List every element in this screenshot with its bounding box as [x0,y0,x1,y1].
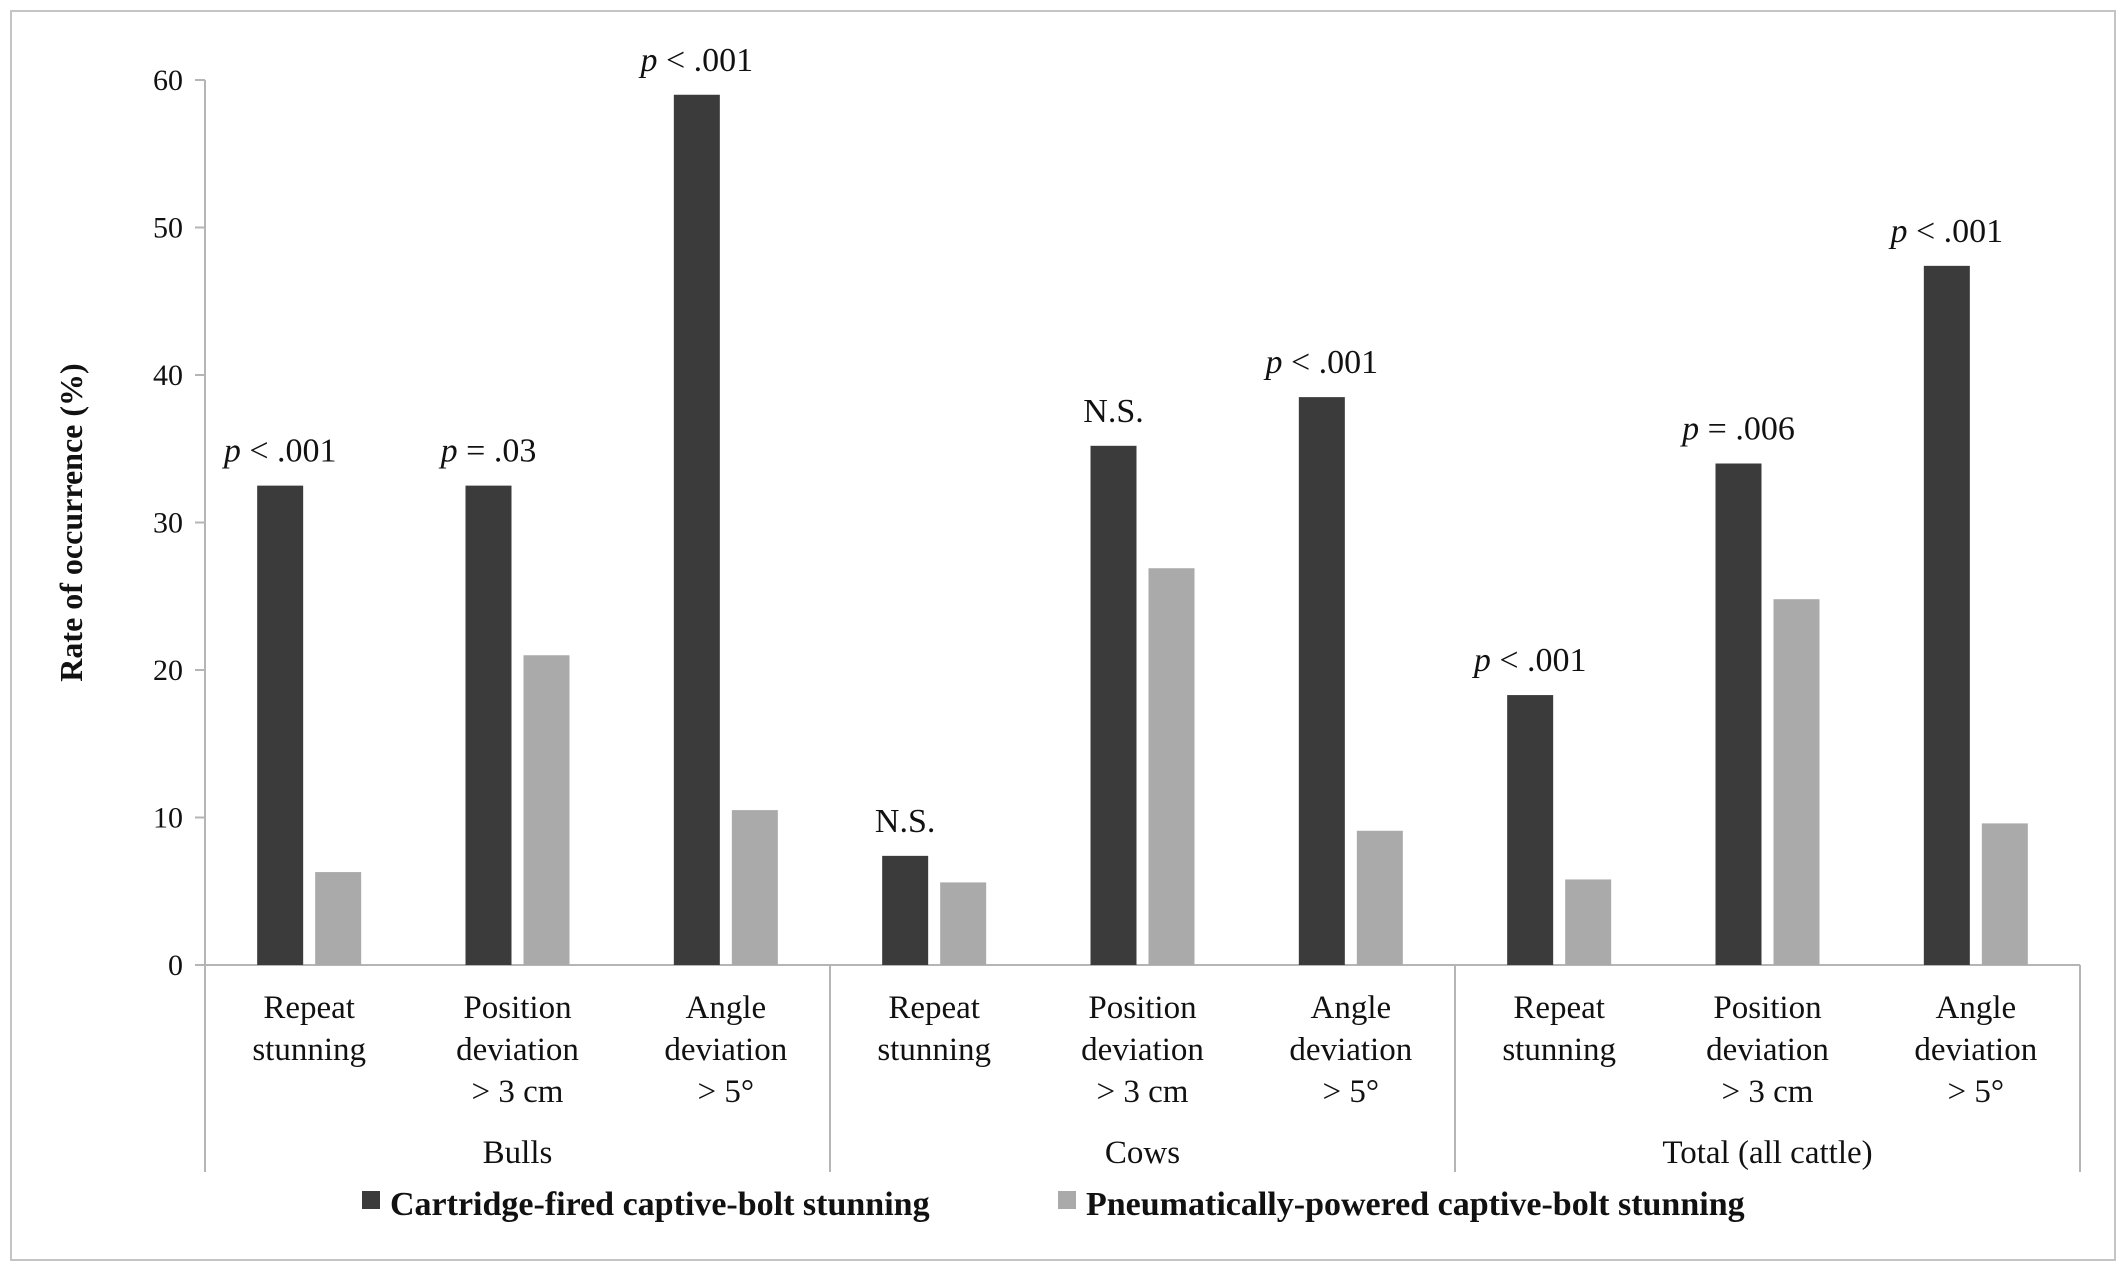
category-label: Repeat [888,990,980,1026]
significance-label: p < .001 [222,433,337,470]
category-label: > 3 cm [1722,1074,1814,1110]
y-tick-label: 0 [168,949,183,982]
category-label: stunning [1502,1032,1616,1068]
legend-swatch-pneumatic [1058,1191,1076,1209]
p-value: < .001 [1907,213,2003,250]
bar-cartridge [1507,695,1554,965]
bar-pneumatic [523,655,570,965]
p-value: < .001 [1282,344,1378,381]
bar-pneumatic [731,810,778,965]
bar-cartridge [1090,445,1137,965]
bar-cartridge [1298,397,1345,965]
category-label: Position [463,990,571,1026]
category-label: > 5° [698,1074,755,1110]
category-label: Angle [1311,990,1392,1026]
p-value: N.S. [875,803,935,840]
group-label: Total (all cattle) [1662,1135,1872,1171]
category-label: deviation [664,1032,787,1068]
category-label: Angle [686,990,767,1026]
p-symbol: p [439,433,458,470]
category-label: Position [1713,990,1821,1026]
p-symbol: p [638,42,657,79]
category-label: deviation [1081,1032,1204,1068]
significance-label: p < .001 [1888,213,2003,250]
bar-pneumatic [1565,879,1612,965]
chart-frame [10,10,2116,1261]
category-label: deviation [456,1032,579,1068]
category-label: stunning [877,1032,991,1068]
p-symbol: p [222,433,241,470]
bar-pneumatic [1356,830,1403,965]
bar-cartridge [1715,463,1762,965]
significance-label: N.S. [875,803,935,840]
significance-label: p < .001 [1263,344,1378,381]
category-label: stunning [252,1032,366,1068]
category-label: > 5° [1323,1074,1380,1110]
bar-cartridge [1923,265,1970,966]
p-symbol: p [1680,411,1699,448]
p-symbol: p [1888,213,1907,250]
bar-pneumatic [315,872,362,965]
y-tick-label: 20 [153,654,183,687]
y-tick-label: 10 [153,802,183,835]
y-tick-label: 40 [153,359,183,392]
y-axis-label: Rate of occurrence (%) [53,363,89,681]
significance-label: p < .001 [1472,642,1587,679]
bar-cartridge [882,855,929,965]
bar-pneumatic [940,882,987,965]
p-value: = .03 [458,433,537,470]
category-label: deviation [1706,1032,1829,1068]
category-label: > 3 cm [1097,1074,1189,1110]
p-symbol: p [1472,642,1491,679]
category-label: Repeat [1513,990,1605,1026]
bar-cartridge [673,94,720,965]
p-value: < .001 [657,42,753,79]
y-tick-label: 50 [153,212,183,245]
bar-cartridge [257,485,304,965]
y-tick-label: 30 [153,507,183,540]
category-label: > 5° [1948,1074,2005,1110]
category-label: Angle [1936,990,2017,1026]
category-label: Position [1088,990,1196,1026]
p-symbol: p [1263,344,1282,381]
category-label: Repeat [263,990,355,1026]
category-label: deviation [1289,1032,1412,1068]
legend-label-pneumatic: Pneumatically-powered captive-bolt stunn… [1086,1186,1745,1223]
bar-pneumatic [1773,599,1820,965]
category-label: deviation [1914,1032,2037,1068]
legend-label-cartridge: Cartridge-fired captive-bolt stunning [390,1186,930,1223]
p-value: = .006 [1699,411,1795,448]
significance-label: p = .03 [439,433,537,470]
significance-label: p < .001 [638,42,753,79]
p-value: < .001 [241,433,337,470]
significance-label: N.S. [1083,393,1143,430]
bar-pneumatic [1148,568,1195,965]
group-label: Bulls [483,1135,553,1171]
bar-pneumatic [1981,823,2028,965]
category-label: > 3 cm [472,1074,564,1110]
p-value: N.S. [1083,393,1143,430]
legend-swatch-cartridge [362,1191,380,1209]
bar-cartridge [465,485,512,965]
group-label: Cows [1105,1135,1180,1171]
y-tick-label: 60 [153,64,183,97]
significance-label: p = .006 [1680,411,1795,448]
p-value: < .001 [1491,642,1587,679]
